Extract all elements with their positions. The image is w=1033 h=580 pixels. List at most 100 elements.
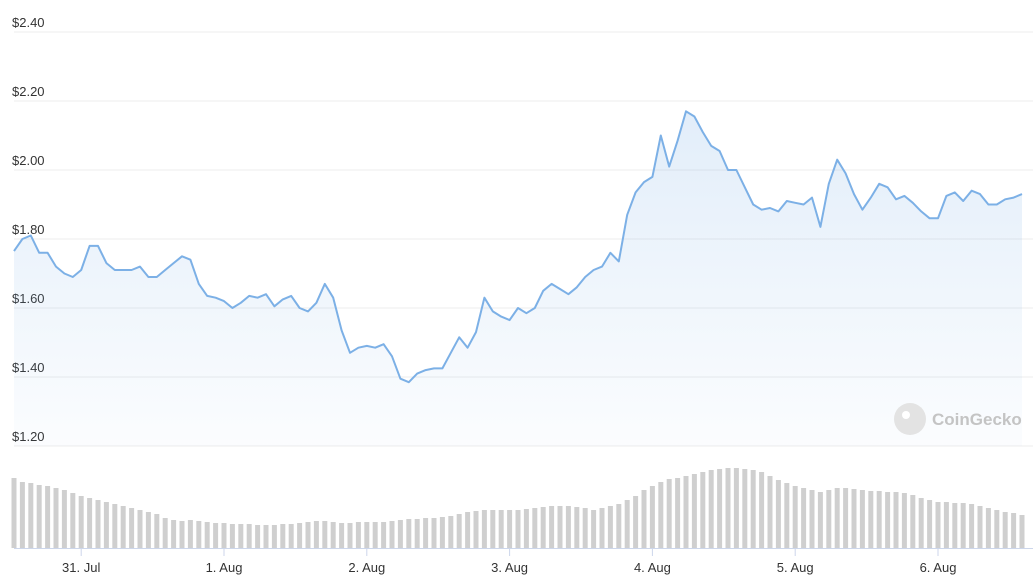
volume-bar — [347, 523, 353, 548]
volume-bar — [19, 482, 25, 548]
volume-bar — [187, 520, 193, 548]
volume-bar — [389, 521, 395, 548]
volume-bar — [87, 498, 93, 548]
volume-bar — [381, 522, 387, 548]
volume-bar — [255, 525, 261, 548]
volume-bar — [271, 525, 277, 548]
y-tick-label: $2.40 — [12, 15, 45, 30]
x-tick-label: 5. Aug — [777, 560, 814, 575]
volume-bar — [532, 508, 538, 548]
volume-bar — [969, 504, 975, 548]
volume-bar — [935, 502, 941, 548]
volume-bar — [372, 522, 378, 548]
volume-bar — [943, 502, 949, 548]
volume-bar — [591, 510, 597, 548]
volume-bar — [666, 479, 672, 548]
volume-bar — [624, 500, 630, 548]
volume-bar — [809, 490, 815, 548]
volume-bar — [565, 506, 571, 548]
volume-bar — [246, 524, 252, 548]
volume-bar — [994, 510, 1000, 548]
volume-bar — [448, 516, 454, 548]
volume-bar — [507, 510, 513, 548]
volume-bar — [523, 509, 529, 548]
volume-bar — [78, 496, 84, 548]
volume-bar — [11, 478, 17, 548]
x-tick-label: 4. Aug — [634, 560, 671, 575]
volume-bar — [129, 508, 135, 548]
volume-bar — [1019, 515, 1025, 548]
volume-bar — [717, 469, 723, 548]
watermark-icon — [894, 403, 926, 435]
volume-bar — [297, 523, 303, 548]
volume-bar — [423, 518, 429, 548]
volume-bar — [112, 504, 118, 548]
volume-bar — [439, 517, 445, 548]
volume-bar — [28, 483, 34, 548]
volume-bar — [431, 518, 437, 548]
volume-bar — [162, 518, 168, 548]
volume-bar — [952, 503, 958, 548]
volume-bar — [910, 495, 916, 548]
volume-bar — [473, 511, 479, 548]
volume-bar — [599, 508, 605, 548]
volume-bar — [801, 488, 807, 548]
volume-bar — [263, 525, 269, 548]
volume-bar — [288, 524, 294, 548]
volume-bar — [179, 521, 185, 548]
volume-bar — [154, 514, 160, 548]
volume-bar — [540, 507, 546, 548]
volume-bar — [196, 521, 202, 548]
volume-bar — [633, 496, 639, 548]
volume-bar — [641, 490, 647, 548]
volume-bar — [95, 500, 101, 548]
volume-bar — [649, 486, 655, 548]
volume-bar — [901, 493, 907, 548]
volume-bar — [792, 486, 798, 548]
volume-bar — [658, 482, 664, 548]
volume-bar — [490, 510, 496, 548]
volume-bar — [918, 498, 924, 548]
volume-bar — [229, 524, 235, 548]
volume-bar — [557, 506, 563, 548]
price-area — [14, 111, 1022, 447]
volume-bar — [977, 506, 983, 548]
volume-bar — [775, 480, 781, 548]
volume-bar — [725, 468, 731, 548]
volume-bar — [817, 492, 823, 548]
volume-bar — [364, 522, 370, 548]
volume-bar — [893, 492, 899, 548]
volume-bar — [61, 490, 67, 548]
volume-bar — [616, 504, 622, 548]
price-line — [13, 110, 1023, 384]
volume-bar — [330, 522, 336, 548]
volume-bar — [700, 472, 706, 548]
volume-bar — [859, 490, 865, 548]
volume-bar — [1011, 513, 1017, 548]
volume-bar — [691, 474, 697, 548]
volume-bar — [36, 485, 42, 548]
volume-bar — [305, 522, 311, 548]
volume-bar — [742, 469, 748, 548]
volume-bar — [465, 512, 471, 548]
y-tick-label: $1.80 — [12, 222, 45, 237]
volume-bar — [498, 510, 504, 548]
volume-bar — [45, 486, 51, 548]
volume-bar — [960, 503, 966, 548]
volume-bar — [683, 476, 689, 548]
volume-bar — [137, 510, 143, 548]
volume-bar — [481, 510, 487, 548]
volume-bar — [582, 508, 588, 548]
volume-bar — [313, 521, 319, 548]
x-tick-label: 3. Aug — [491, 560, 528, 575]
volume-bar — [397, 520, 403, 548]
volume-bar — [733, 468, 739, 548]
volume-bar — [927, 500, 933, 548]
volume-bar — [70, 493, 76, 548]
volume-bar — [843, 488, 849, 548]
volume-bar — [985, 508, 991, 548]
watermark: CoinGecko — [894, 403, 1022, 435]
volume-bar — [515, 510, 521, 548]
volume-bar — [53, 488, 59, 548]
volume-bar — [145, 512, 151, 548]
